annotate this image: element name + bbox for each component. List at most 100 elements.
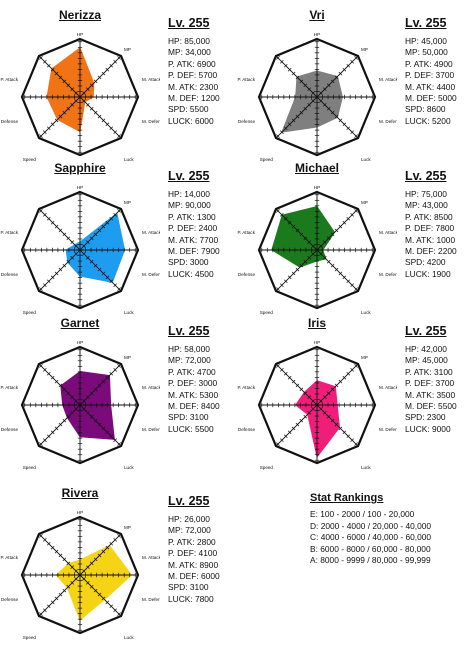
radar-tick bbox=[82, 407, 86, 411]
radar-tick bbox=[276, 364, 280, 368]
radar-tick bbox=[43, 368, 47, 372]
radar-tick bbox=[66, 106, 71, 111]
level-label: Lv. 255 bbox=[168, 494, 210, 508]
radar-tick bbox=[342, 375, 347, 380]
radar-tick bbox=[58, 553, 63, 558]
radar-tick bbox=[303, 414, 308, 419]
radar-tick bbox=[109, 63, 114, 68]
radar-tick bbox=[62, 557, 67, 562]
radar-tick bbox=[74, 244, 78, 248]
stat-line: M. ATK: 4400 bbox=[405, 81, 456, 92]
radar-tick bbox=[74, 399, 78, 403]
radar-tick bbox=[303, 83, 308, 88]
axis-label: M. Attack bbox=[379, 385, 397, 390]
stats-panel: Lv. 255 HP: 45,000 MP: 50,000 P. ATK: 4900 P… bbox=[405, 16, 474, 127]
axis-label: M. Defense bbox=[379, 119, 397, 124]
radar-spoke bbox=[316, 208, 359, 251]
radar-tick bbox=[334, 114, 339, 119]
radar-spoke bbox=[316, 363, 359, 406]
stat-line: LUCK: 9000 bbox=[405, 423, 451, 434]
radar-tick bbox=[342, 67, 347, 72]
radar-tick bbox=[105, 600, 110, 605]
radar-tick bbox=[62, 588, 67, 593]
stat-line: HP: 85,000 bbox=[168, 36, 210, 46]
radar-tick bbox=[354, 364, 358, 368]
radar-spoke bbox=[38, 404, 81, 447]
radar-tick bbox=[113, 438, 117, 442]
radar-spoke bbox=[275, 249, 318, 292]
level-label: Lv. 255 bbox=[168, 16, 210, 30]
stat-line: HP: 75,000 bbox=[405, 189, 447, 199]
radar-tick bbox=[54, 426, 59, 431]
stat-line: SPD: 3100 bbox=[168, 582, 209, 593]
radar-tick bbox=[346, 279, 351, 284]
stat-line: M. ATK: 8900 bbox=[168, 559, 219, 570]
axis-label: HP bbox=[314, 32, 320, 37]
radar-chart: HP MP M. Attack M. Defense Luck Speed P. Defen… bbox=[0, 185, 160, 315]
radar-tick bbox=[89, 236, 94, 241]
radar-tick bbox=[330, 418, 335, 423]
radar-tick bbox=[350, 283, 354, 287]
radar-tick bbox=[70, 256, 74, 260]
radar-tick bbox=[334, 267, 339, 272]
character-card: HP MP M. Attack M. Defense Luck Speed P. Defen… bbox=[0, 8, 237, 172]
stat-line: M. DEF: 8400 bbox=[168, 401, 220, 412]
radar-tick bbox=[58, 267, 63, 272]
radar-tick bbox=[50, 67, 55, 72]
radar-tick bbox=[74, 99, 78, 103]
radar-tick bbox=[86, 565, 90, 569]
stat-line: HP: 26,000 bbox=[168, 514, 210, 524]
radar-tick bbox=[82, 244, 86, 248]
axis-label: P. Attack bbox=[0, 77, 18, 82]
radar-tick bbox=[291, 71, 296, 76]
axis-label: Luck bbox=[124, 157, 134, 162]
radar-tick bbox=[338, 271, 343, 276]
stat-line: SPD: 8600 bbox=[405, 104, 446, 115]
radar-tick bbox=[291, 379, 296, 384]
radar-tick bbox=[109, 604, 114, 609]
radar-tick bbox=[330, 79, 335, 84]
radar-tick bbox=[350, 60, 354, 64]
axis-label: P. Defense bbox=[0, 119, 18, 124]
radar-spoke bbox=[79, 208, 122, 251]
stat-line: P. DEF: 3700 bbox=[405, 378, 455, 389]
radar-spoke bbox=[316, 404, 359, 447]
radar-tick bbox=[326, 236, 331, 241]
ranking-row: C: 4000 - 6000 / 40,000 - 60,000 bbox=[310, 532, 432, 543]
character-name: Iris bbox=[307, 316, 326, 330]
stat-line: M. DEF: 5000 bbox=[405, 93, 457, 104]
radar-tick bbox=[338, 426, 343, 431]
stats-panel: Lv. 255 HP: 75,000 MP: 43,000 P. ATK: 8500 P… bbox=[405, 169, 474, 280]
stat-line: P. DEF: 4100 bbox=[168, 548, 218, 559]
radar-tick bbox=[311, 99, 315, 103]
stat-line: MP: 72,000 bbox=[168, 525, 211, 536]
radar-tick bbox=[50, 545, 55, 550]
radar-tick bbox=[105, 220, 110, 225]
radar-tick bbox=[319, 91, 323, 95]
radar-tick bbox=[97, 422, 102, 427]
axis-label: HP bbox=[77, 340, 83, 345]
radar-tick bbox=[330, 387, 335, 392]
stat-line: P. ATK: 8500 bbox=[405, 211, 453, 222]
radar-tick bbox=[54, 271, 59, 276]
radar-tick bbox=[101, 224, 106, 229]
stat-line: P. DEF: 3700 bbox=[405, 70, 455, 81]
stat-line: SPD: 3000 bbox=[168, 257, 209, 268]
axis-label: M. Defense bbox=[142, 272, 160, 277]
radar-tick bbox=[323, 240, 327, 244]
radar-tick bbox=[97, 267, 102, 272]
radar-tick bbox=[109, 541, 114, 546]
radar-tick bbox=[39, 287, 43, 291]
radar-tick bbox=[113, 213, 117, 217]
axis-label: P. Attack bbox=[0, 555, 18, 560]
radar-tick bbox=[101, 596, 106, 601]
radar-tick bbox=[330, 232, 335, 237]
axis-label: Speed bbox=[23, 310, 37, 315]
radar-tick bbox=[326, 259, 331, 264]
radar-tick bbox=[334, 383, 339, 388]
stat-line: M. DEF: 5500 bbox=[405, 401, 457, 412]
stat-line: P. DEF: 7800 bbox=[405, 223, 455, 234]
stats-panel: Lv. 255 HP: 85,000 MP: 34,000 P. ATK: 6900 P… bbox=[168, 16, 248, 127]
radar-tick bbox=[295, 383, 300, 388]
radar-tick bbox=[66, 83, 71, 88]
